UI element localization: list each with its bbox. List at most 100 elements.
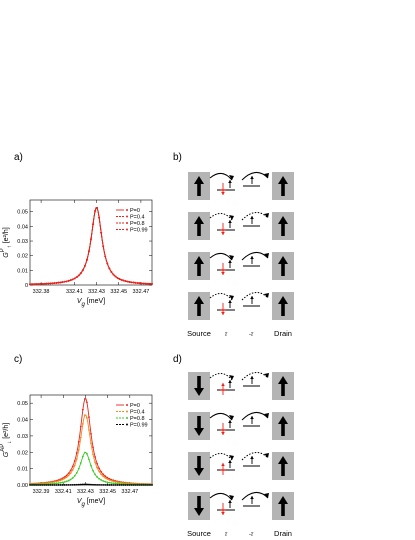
hop-arc-left (209, 373, 233, 381)
data-point (43, 282, 46, 285)
data-point (96, 466, 98, 469)
tunnel-spin-arrow-head (250, 216, 254, 219)
data-point (71, 469, 74, 471)
y-axis-label: GP↑ [e²/h] (0, 227, 13, 257)
hop-arc-head (229, 495, 234, 500)
data-point (65, 474, 68, 477)
dot-spin-down-arrow-head (221, 512, 225, 515)
hop-arc-head (264, 293, 269, 298)
spin-up-icon (194, 256, 204, 276)
data-point (53, 282, 56, 285)
dot-spin-down-arrow-head (221, 192, 225, 195)
data-point (96, 483, 98, 486)
data-point (57, 281, 60, 284)
hop-arc-head (229, 255, 234, 260)
x-tick-label: 332.41 (66, 289, 83, 295)
x-axis-label: Vg [meV] (77, 298, 105, 308)
spin-up-icon (194, 176, 204, 196)
legend-marker (126, 410, 128, 413)
tunnel-spin-arrow-head (228, 500, 232, 503)
data-point (94, 461, 96, 464)
tunnel-spin-arrow-head (250, 376, 254, 379)
data-point (94, 210, 96, 212)
data-point (81, 408, 84, 411)
hop-arc-left (209, 293, 233, 301)
data-point (108, 484, 111, 486)
data-point (98, 216, 101, 219)
legend-marker (126, 404, 128, 406)
hop-arc-head (229, 455, 234, 460)
data-point (73, 459, 76, 462)
data-point (151, 282, 153, 285)
drain-label: Drain (274, 529, 292, 538)
panel-label-a: a) (14, 152, 23, 163)
data-point (41, 484, 44, 486)
data-point (33, 484, 35, 486)
data-point (84, 451, 86, 454)
data-point (69, 472, 72, 475)
data-point (92, 453, 94, 456)
data-point (67, 279, 70, 282)
data-point (116, 276, 119, 279)
hop-arc-head (229, 175, 234, 180)
tunnel-spin-arrow-head (250, 176, 254, 179)
data-point (79, 462, 82, 464)
data-point (77, 440, 80, 443)
data-point (49, 484, 52, 486)
source-label: Source (187, 329, 211, 338)
data-point (57, 484, 60, 486)
data-point (65, 476, 68, 479)
y-tick-label: 0.00 (17, 483, 28, 489)
spin-down-icon (194, 456, 204, 476)
data-point (94, 473, 96, 476)
data-point (59, 281, 62, 284)
data-point (100, 231, 103, 234)
data-point (88, 416, 90, 419)
data-point (116, 481, 119, 483)
dot-spin-down-arrow-head (221, 432, 225, 435)
y-tick-label: 0.03 (17, 434, 28, 440)
spin-up-icon (278, 496, 288, 516)
data-point (71, 465, 74, 468)
data-point (86, 452, 88, 455)
data-point (65, 280, 68, 283)
data-point (100, 473, 103, 476)
data-point (88, 483, 90, 486)
data-point (104, 476, 107, 479)
hop-arc-right (241, 172, 269, 181)
diagram-d: Source τ -τ Drain (187, 372, 294, 538)
data-point (55, 282, 58, 284)
panel-label-b: b) (173, 152, 182, 163)
data-point (53, 482, 56, 485)
spin-up-icon (278, 376, 288, 396)
data-point (84, 414, 86, 417)
data-point (114, 482, 117, 485)
data-point (102, 473, 105, 476)
data-point (79, 425, 82, 428)
data-point (86, 417, 88, 419)
legend-marker (126, 417, 128, 419)
hop-arc-left (209, 453, 233, 461)
series-line-2 (29, 451, 153, 486)
data-point (69, 483, 72, 486)
data-point (94, 483, 96, 486)
tunnel-spin-arrow-head (250, 296, 254, 299)
data-point (110, 271, 113, 273)
hop-arc-right (241, 292, 269, 301)
data-point (120, 481, 123, 484)
data-point (102, 245, 105, 248)
spin-up-icon (278, 456, 288, 476)
data-point (31, 283, 33, 286)
spin-down-icon (194, 376, 204, 396)
data-point (51, 282, 54, 285)
data-point (134, 484, 137, 486)
data-point (35, 283, 37, 285)
hop-arc-head (229, 415, 234, 420)
spin-down-icon (194, 416, 204, 436)
data-point (86, 258, 88, 261)
hop-arc-head (264, 413, 269, 418)
data-point (126, 280, 129, 283)
data-point (114, 480, 117, 483)
x-tick-label: 332.43 (88, 289, 105, 295)
data-point (90, 464, 92, 467)
